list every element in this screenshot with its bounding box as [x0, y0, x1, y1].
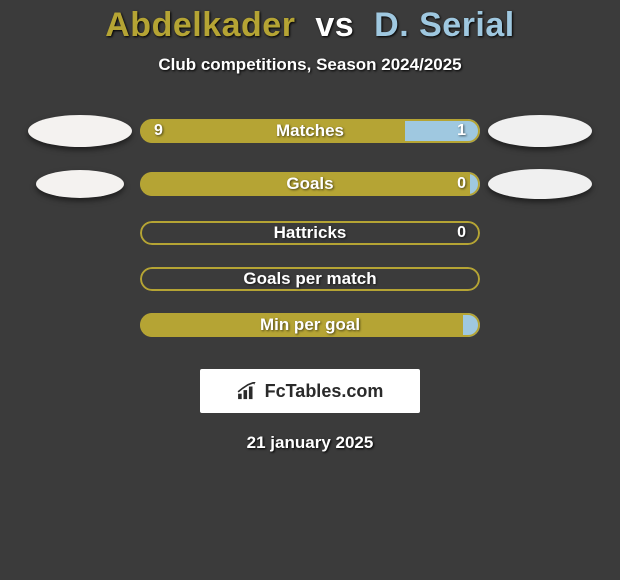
stat-row: Goals per match [20, 267, 600, 291]
stat-label: Min per goal [140, 313, 480, 337]
stat-row: Hattricks0 [20, 221, 600, 245]
stat-row: Matches9 1 [20, 115, 600, 147]
stat-row: Min per goal [20, 313, 600, 337]
stat-value-right: 1 [457, 119, 466, 143]
player1-avatar [36, 170, 124, 198]
avatar-col-left [20, 115, 140, 147]
title-player2: D. Serial [374, 6, 515, 44]
avatar-col-right [480, 169, 600, 199]
title-player1: Abdelkader [105, 6, 295, 44]
stat-bar: Hattricks0 [140, 221, 480, 245]
logo-box: FcTables.com [200, 369, 420, 413]
comparison-infographic: Abdelkader vs D. Serial Club competition… [0, 0, 620, 453]
stat-label: Goals per match [140, 267, 480, 291]
player1-avatar [28, 115, 132, 147]
stat-label: Hattricks [140, 221, 480, 245]
stat-value-right: 0 [457, 221, 466, 245]
stat-value-right: 0 [457, 172, 466, 196]
title-vs: vs [315, 6, 354, 44]
subtitle: Club competitions, Season 2024/2025 [158, 55, 461, 75]
chart-icon [237, 382, 259, 400]
stat-row: Goals0 [20, 169, 600, 199]
page-title: Abdelkader vs D. Serial [105, 6, 515, 45]
player2-avatar [488, 115, 592, 147]
stat-rows: Matches91Goals0Hattricks0Goals per match… [20, 115, 600, 359]
stat-label: Goals [140, 172, 480, 196]
stat-value-left: 9 [154, 119, 163, 143]
avatar-col-right [480, 115, 600, 147]
avatar-col-left [20, 170, 140, 198]
stat-bar: Goals per match [140, 267, 480, 291]
stat-bar: Min per goal [140, 313, 480, 337]
logo-text: FcTables.com [265, 381, 384, 402]
player2-avatar [488, 169, 592, 199]
stat-bar: Matches9 1 [140, 119, 480, 143]
date-label: 21 january 2025 [247, 433, 374, 453]
stat-bar: Goals0 [140, 172, 480, 196]
stat-label: Matches [140, 119, 480, 143]
